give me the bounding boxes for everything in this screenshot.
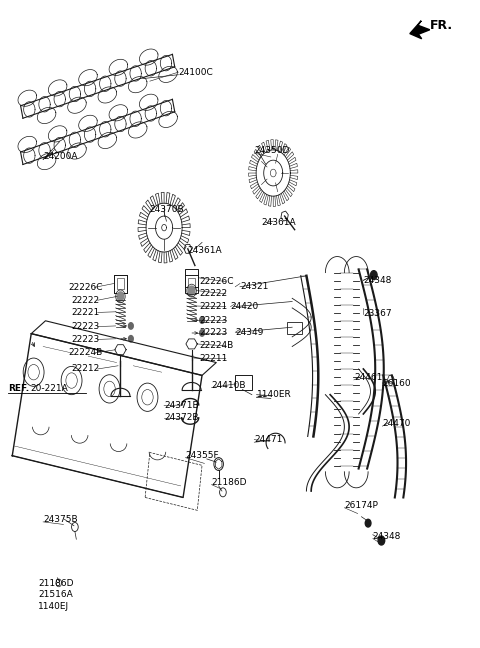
Text: 20-221A: 20-221A (30, 384, 68, 393)
Text: 22222: 22222 (200, 289, 228, 298)
Text: 26174P: 26174P (344, 501, 378, 510)
Text: 21516A: 21516A (38, 590, 73, 599)
Text: 22224B: 22224B (68, 349, 103, 358)
Text: 24375B: 24375B (43, 515, 78, 524)
Text: 22221: 22221 (200, 302, 228, 311)
Bar (235, 375, 252, 389)
Text: 24461: 24461 (354, 373, 382, 382)
Text: 24349: 24349 (235, 328, 264, 337)
Text: 22226C: 22226C (68, 283, 103, 292)
Circle shape (200, 317, 204, 323)
Text: 24321: 24321 (240, 283, 268, 291)
Text: 21186D: 21186D (38, 579, 74, 588)
Circle shape (378, 536, 384, 545)
Bar (114, 275, 127, 292)
Text: 24372B: 24372B (164, 413, 199, 422)
Text: 1140EJ: 1140EJ (38, 601, 70, 610)
Circle shape (200, 330, 204, 336)
Text: 22226C: 22226C (200, 277, 234, 286)
Text: 22211: 22211 (200, 354, 228, 363)
Text: 1140ER: 1140ER (257, 390, 291, 399)
Text: 22223: 22223 (200, 316, 228, 325)
Text: 22223: 22223 (72, 335, 100, 344)
Bar (188, 279, 195, 288)
Text: 24370B: 24370B (150, 205, 184, 214)
Bar (288, 322, 301, 334)
Text: REF.: REF. (9, 384, 30, 393)
Text: 24348: 24348 (363, 276, 392, 285)
Text: 24350D: 24350D (254, 146, 289, 155)
Text: 24470: 24470 (383, 419, 411, 428)
Circle shape (129, 323, 133, 329)
Text: 22223: 22223 (200, 329, 228, 338)
Text: 24420: 24420 (230, 302, 259, 311)
Text: FR.: FR. (430, 19, 453, 32)
Circle shape (371, 271, 377, 280)
Text: 22222: 22222 (72, 295, 100, 305)
Text: 24348: 24348 (373, 531, 401, 540)
Polygon shape (410, 21, 430, 39)
Text: 22212: 22212 (72, 364, 100, 373)
Bar (114, 275, 127, 292)
Circle shape (117, 292, 124, 301)
Bar (185, 275, 198, 292)
Text: 24471: 24471 (254, 435, 283, 444)
Text: 23367: 23367 (363, 309, 392, 318)
Circle shape (188, 286, 195, 295)
Circle shape (365, 519, 371, 527)
Text: 24355F: 24355F (185, 450, 219, 459)
Text: 24410B: 24410B (212, 380, 246, 389)
Text: 22224B: 22224B (200, 341, 234, 351)
Bar (185, 269, 198, 286)
Text: 24100C: 24100C (179, 67, 213, 76)
Text: 24371B: 24371B (164, 401, 199, 410)
Circle shape (129, 336, 133, 342)
Text: 21186D: 21186D (212, 478, 247, 487)
Bar (117, 279, 124, 288)
Text: 24361A: 24361A (188, 246, 222, 255)
Text: 24361A: 24361A (261, 218, 296, 227)
Text: 22221: 22221 (72, 308, 100, 317)
Text: 24200A: 24200A (43, 152, 78, 161)
Text: 26160: 26160 (383, 378, 411, 388)
Text: 22223: 22223 (72, 322, 100, 331)
